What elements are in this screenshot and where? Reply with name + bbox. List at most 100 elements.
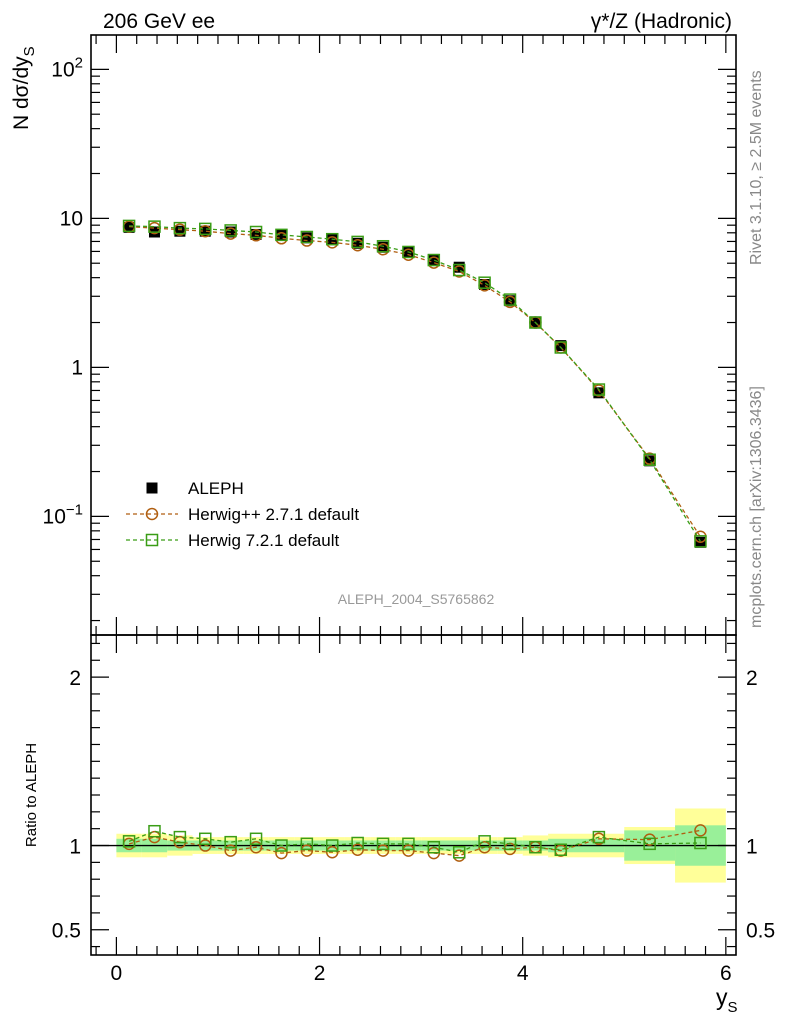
ratio-point-herwig-2-7-1-default bbox=[249, 840, 263, 854]
ratio-series-line-herwig-7-2-1-default bbox=[128, 830, 701, 853]
main-point-aleph bbox=[377, 241, 389, 253]
main-point-aleph bbox=[428, 253, 440, 265]
analysis-label: ALEPH_2004_S5765862 bbox=[338, 591, 495, 607]
main-y-axis-label-text: N dσ/dy bbox=[10, 56, 33, 130]
main-point-herwig-7-2-1-default bbox=[224, 224, 237, 237]
main-point-herwig-7-2-1-default bbox=[402, 245, 415, 259]
main-y-tick-label: 10 bbox=[60, 207, 83, 230]
main-y-tick-label: 102 bbox=[51, 54, 83, 81]
main-point-herwig-7-2-1-default bbox=[643, 453, 656, 466]
main-plot: 102 10 1 10−1 bbox=[43, 35, 736, 635]
main-point-aleph bbox=[593, 387, 605, 399]
ratio-point-herwig-7-2-1-default bbox=[402, 837, 415, 851]
legend-marker-herwig-2-7-1-default bbox=[145, 507, 159, 521]
legend-marker-aleph bbox=[146, 482, 158, 494]
ratio-point-herwig-2-7-1-default bbox=[376, 844, 390, 857]
main-y-axis-label: N dσ/dyS bbox=[10, 46, 38, 130]
main-point-herwig-7-2-1-default bbox=[199, 222, 212, 236]
ratio-plot: 0.5 0.5 1 1 2 2 0 2 4 6 bbox=[52, 635, 775, 985]
header-left-label: 206 GeV ee bbox=[103, 10, 215, 33]
ratio-point-herwig-7-2-1-default bbox=[148, 824, 161, 838]
x-tick-label: 6 bbox=[720, 962, 732, 985]
main-point-aleph bbox=[301, 232, 313, 244]
main-point-aleph bbox=[275, 229, 287, 241]
ratio-y-tick-label: 0.5 bbox=[52, 920, 81, 943]
ratio-point-herwig-7-2-1-default bbox=[694, 836, 707, 850]
main-point-herwig-7-2-1-default bbox=[148, 220, 161, 233]
main-point-herwig-7-2-1-default bbox=[478, 276, 491, 289]
main-point-herwig-7-2-1-default bbox=[300, 230, 314, 244]
main-point-aleph bbox=[644, 455, 656, 467]
ratio-y-tick-label: 1 bbox=[69, 836, 81, 859]
ratio-plot-frame bbox=[90, 634, 737, 956]
ratio-point-herwig-2-7-1-default bbox=[351, 843, 364, 856]
ratio-point-herwig-7-2-1-default bbox=[643, 837, 656, 851]
x-axis-label-text: y bbox=[716, 984, 728, 1010]
ratio-point-herwig-7-2-1-default bbox=[300, 837, 314, 851]
main-point-aleph bbox=[555, 340, 567, 352]
ratio-point-herwig-7-2-1-default bbox=[275, 839, 288, 852]
main-point-aleph bbox=[225, 226, 237, 238]
legend-label-herwig-2-7-1-default: Herwig++ 2.7.1 default bbox=[188, 505, 359, 524]
ratio-point-herwig-7-2-1-default bbox=[376, 837, 390, 851]
ratio-point-herwig-7-2-1-default bbox=[452, 846, 466, 859]
main-point-aleph bbox=[453, 261, 465, 273]
main-point-aleph bbox=[504, 295, 516, 307]
ratio-point-herwig-7-2-1-default bbox=[199, 832, 212, 846]
main-point-herwig-7-2-1-default bbox=[427, 253, 441, 267]
main-point-aleph bbox=[123, 221, 135, 233]
main-point-herwig-7-2-1-default bbox=[529, 316, 542, 329]
main-series-line-herwig-7-2-1-default bbox=[129, 225, 702, 542]
ratio-y-tick-label: 2 bbox=[69, 667, 81, 690]
main-point-herwig-7-2-1-default bbox=[351, 235, 364, 249]
main-point-herwig-7-2-1-default bbox=[173, 221, 187, 235]
main-point-aleph bbox=[199, 225, 211, 237]
ratio-point-herwig-2-7-1-default bbox=[300, 844, 314, 857]
mcplots-label: mcplots.cern.ch [arXiv:1306.3436] bbox=[748, 386, 765, 628]
main-y-axis-label-sub: S bbox=[21, 46, 38, 56]
ratio-point-herwig-7-2-1-default bbox=[224, 835, 237, 849]
ratio-point-herwig-7-2-1-default bbox=[173, 830, 187, 844]
ratio-point-herwig-7-2-1-default bbox=[554, 843, 568, 856]
ratio-point-herwig-7-2-1-default bbox=[325, 839, 339, 852]
legend-marker-herwig-7-2-1-default bbox=[145, 533, 159, 547]
main-point-herwig-7-2-1-default bbox=[554, 341, 568, 354]
ratio-point-herwig-7-2-1-default bbox=[122, 835, 136, 848]
ratio-point-herwig-2-7-1-default bbox=[694, 824, 707, 837]
legend-label-aleph: ALEPH bbox=[188, 479, 244, 498]
ratio-point-herwig-2-7-1-default bbox=[325, 846, 339, 859]
ratio-point-herwig-7-2-1-default bbox=[478, 835, 491, 848]
x-axis-label: yS bbox=[716, 984, 738, 1016]
main-point-herwig-7-2-1-default bbox=[275, 228, 288, 242]
header-right-label: γ*/Z (Hadronic) bbox=[591, 10, 732, 33]
main-point-herwig-7-2-1-default bbox=[694, 535, 707, 548]
ratio-point-herwig-7-2-1-default bbox=[592, 830, 606, 844]
x-tick-label: 0 bbox=[111, 962, 123, 985]
ratio-y-tick-label-right: 2 bbox=[746, 667, 758, 690]
legend-label-herwig-7-2-1-default: Herwig 7.2.1 default bbox=[188, 531, 339, 550]
ratio-point-herwig-7-2-1-default bbox=[351, 836, 364, 850]
main-point-herwig-7-2-1-default bbox=[122, 219, 136, 233]
main-point-herwig-7-2-1-default bbox=[452, 263, 466, 277]
main-y-tick-label: 1 bbox=[71, 356, 83, 379]
main-point-aleph bbox=[174, 225, 186, 237]
ratio-y-axis-label: Ratio to ALEPH bbox=[23, 743, 40, 847]
ratio-point-herwig-2-7-1-default bbox=[275, 846, 288, 860]
ratio-point-herwig-2-7-1-default bbox=[224, 844, 237, 857]
ratio-point-herwig-2-7-1-default bbox=[199, 839, 212, 852]
main-point-aleph bbox=[479, 278, 491, 290]
main-point-herwig-7-2-1-default bbox=[592, 383, 606, 396]
ratio-point-herwig-7-2-1-default bbox=[503, 837, 517, 851]
main-point-herwig-7-2-1-default bbox=[249, 225, 263, 239]
ratio-point-herwig-7-2-1-default bbox=[427, 840, 441, 854]
main-y-tick-label: 10−1 bbox=[43, 501, 83, 528]
x-tick-label: 4 bbox=[517, 962, 529, 985]
ratio-point-herwig-7-2-1-default bbox=[249, 832, 263, 846]
x-axis-label-sub: S bbox=[728, 999, 738, 1016]
main-point-herwig-7-2-1-default bbox=[325, 232, 339, 246]
legend: ALEPH Herwig++ 2.7.1 default Herwig 7.2.1 … bbox=[126, 479, 359, 550]
main-point-aleph bbox=[352, 237, 364, 249]
ratio-point-herwig-2-7-1-default bbox=[402, 844, 415, 857]
ratio-y-tick-label-right: 0.5 bbox=[746, 920, 775, 943]
